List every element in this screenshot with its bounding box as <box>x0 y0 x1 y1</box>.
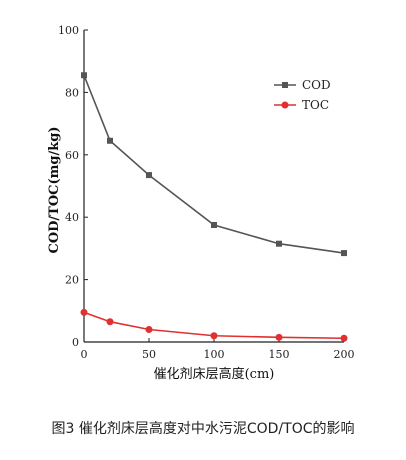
y-tick-label: 100 <box>58 24 79 37</box>
toc-data-point <box>275 333 283 341</box>
x-tick-label: 0 <box>81 348 88 361</box>
cod-data-point <box>81 72 87 79</box>
cod-data-point <box>341 250 347 257</box>
figure-caption: 图3 催化剂床层高度对中水污泥COD/TOC的影响 <box>51 421 355 437</box>
y-tick-label: 0 <box>72 336 79 349</box>
cod-series-line <box>83 74 345 254</box>
toc-data-point <box>340 334 348 342</box>
toc-series-line <box>83 311 345 340</box>
legend-cod-marker <box>282 82 288 88</box>
x-tick-label: 150 <box>269 348 290 361</box>
axes <box>83 30 344 343</box>
toc-data-point <box>106 318 114 326</box>
legend-cod-label: COD <box>302 78 331 92</box>
y-ticks: 0 20 40 60 80 100 <box>58 24 88 349</box>
y-tick-label: 40 <box>65 211 79 224</box>
y-tick-label: 60 <box>65 149 79 162</box>
x-tick-label: 200 <box>334 348 355 361</box>
x-tick-label: 50 <box>142 348 156 361</box>
cod-data-point <box>107 137 113 144</box>
series-group <box>80 72 348 342</box>
cod-data-point <box>211 222 217 228</box>
legend-toc-marker <box>281 101 289 109</box>
toc-data-point <box>80 308 88 316</box>
cod-data-point <box>276 240 282 247</box>
legend-toc-label: TOC <box>302 98 329 112</box>
x-tick-label: 100 <box>204 348 225 361</box>
toc-data-point <box>210 332 218 340</box>
y-tick-label: 20 <box>65 274 79 287</box>
toc-data-point <box>145 326 153 334</box>
legend: COD TOC <box>274 78 331 112</box>
x-ticks: 0 50 100 150 200 <box>81 338 355 361</box>
y-tick-label: 80 <box>65 86 79 99</box>
y-axis-label: COD/TOC(mg/kg) <box>47 126 62 253</box>
x-axis-label: 催化剂床层高度(cm) <box>154 366 275 382</box>
cod-data-point <box>146 172 152 179</box>
